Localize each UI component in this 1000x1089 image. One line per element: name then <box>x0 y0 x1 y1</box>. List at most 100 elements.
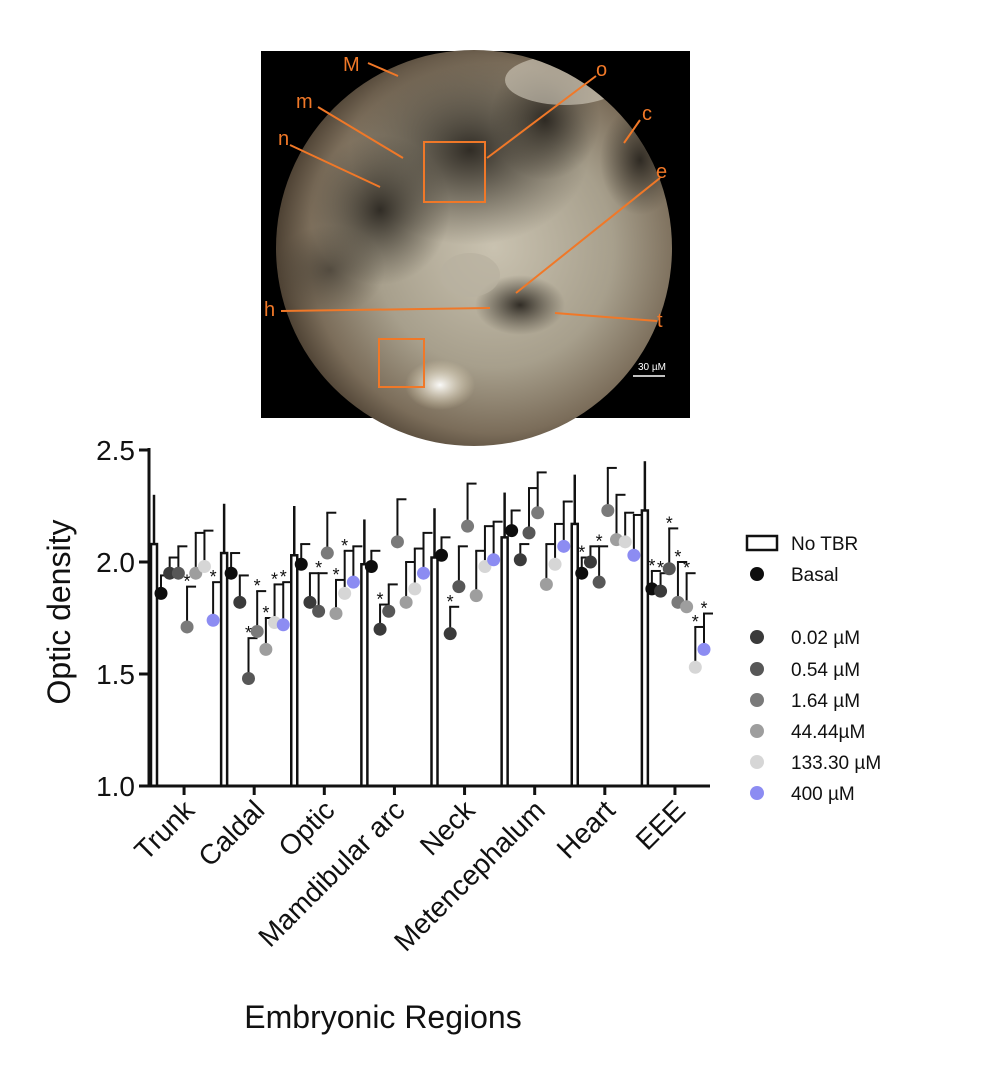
data-point <box>338 586 352 600</box>
data-point <box>662 562 676 576</box>
significance-marker: * <box>280 567 287 587</box>
x-tick-label: Trunk <box>129 794 202 867</box>
data-point <box>171 566 185 580</box>
data-point <box>364 559 378 573</box>
bar-no-tbr <box>149 542 159 788</box>
legend-label: Basal <box>791 565 839 586</box>
micrograph-label-c: c <box>642 103 652 125</box>
data-point <box>618 535 632 549</box>
data-point <box>575 566 589 580</box>
data-point <box>373 622 387 636</box>
data-point <box>312 604 326 618</box>
data-point <box>206 613 220 627</box>
bar-no-tbr <box>290 554 299 788</box>
significance-marker: * <box>596 531 603 551</box>
micrograph-label-h: h <box>264 299 275 321</box>
data-point <box>382 604 396 618</box>
legend: No TBR Basal 0.02 µM 0.54 µM 1.64 µM 44.44µM 1… <box>745 534 881 805</box>
significance-marker: * <box>254 576 261 596</box>
data-point <box>557 539 571 553</box>
data-point <box>688 660 702 674</box>
data-point <box>531 506 545 520</box>
data-point <box>522 526 536 540</box>
data-point <box>627 548 641 562</box>
bar-no-tbr <box>430 556 439 788</box>
plot-marks: * ***** * * *** **** ****** <box>149 461 713 788</box>
data-point <box>487 553 501 567</box>
significance-marker: * <box>184 572 191 592</box>
data-point <box>346 575 360 589</box>
data-point <box>592 575 606 589</box>
data-point <box>224 566 238 580</box>
data-point <box>294 557 308 571</box>
data-point <box>513 553 527 567</box>
data-point <box>390 535 404 549</box>
data-point <box>417 566 430 580</box>
significance-marker: * <box>245 623 252 643</box>
significance-marker: * <box>262 603 269 623</box>
x-tick-label: Caldal <box>192 794 270 872</box>
significance-marker: * <box>271 569 278 589</box>
x-tick-label: Heart <box>551 794 621 864</box>
significance-marker: * <box>578 543 585 563</box>
data-point <box>654 584 668 598</box>
micrograph-label-o: o <box>596 59 607 81</box>
significance-marker: * <box>377 590 384 610</box>
legend-label: 0.02 µM <box>791 628 860 649</box>
data-point <box>320 546 334 560</box>
y-axis-label: Optic density <box>41 520 77 705</box>
bar-no-tbr <box>570 522 579 788</box>
data-point <box>601 503 615 517</box>
legend-swatch-dot <box>750 630 764 644</box>
optic-density-chart: 1.01.52.02.5 * ***** * * *** **** ****** Trunk… <box>41 435 881 1035</box>
significance-marker: * <box>447 592 454 612</box>
region-box-optic <box>423 141 486 203</box>
significance-marker: * <box>692 612 699 632</box>
data-point <box>276 618 290 632</box>
micrograph-label-n: n <box>278 128 289 150</box>
data-point <box>443 627 457 641</box>
significance-marker: * <box>666 513 673 533</box>
data-point <box>303 595 317 609</box>
legend-swatch-dot <box>750 786 764 800</box>
data-point <box>154 586 168 600</box>
legend-swatch-dot <box>750 567 764 581</box>
bar-no-tbr <box>360 562 369 788</box>
data-point <box>408 582 422 596</box>
significance-marker: * <box>315 558 322 578</box>
data-point <box>505 524 519 538</box>
micrograph-label-m: m <box>296 91 313 113</box>
legend-swatch-dot <box>750 662 764 676</box>
scale-bar-label: 30 µM <box>638 362 666 373</box>
data-point <box>233 595 247 609</box>
data-point <box>435 548 448 562</box>
legend-label: 1.64 µM <box>791 691 860 712</box>
legend-swatch-dot <box>750 693 764 707</box>
legend-label: 44.44µM <box>791 722 865 743</box>
micrograph-label-e: e <box>656 161 667 183</box>
data-point <box>583 555 597 569</box>
data-point <box>548 557 562 571</box>
y-tick-label: 2.0 <box>96 547 135 578</box>
data-point <box>452 580 466 594</box>
significance-marker: * <box>674 547 681 567</box>
micrograph-label-M: M <box>343 54 360 76</box>
legend-label: 0.54 µM <box>791 660 860 681</box>
significance-marker: * <box>648 556 655 576</box>
micrograph-label-t: t <box>657 310 663 332</box>
bar-no-tbr <box>219 551 229 788</box>
data-point <box>180 620 194 634</box>
y-tick-label: 1.5 <box>96 659 135 690</box>
data-point <box>399 595 413 609</box>
data-point <box>250 624 264 638</box>
data-point <box>259 642 273 656</box>
data-point <box>539 577 553 591</box>
embryo-tissue <box>276 55 672 410</box>
y-tick-label: 2.5 <box>96 435 135 466</box>
significance-marker: * <box>332 565 339 585</box>
data-point <box>461 519 475 533</box>
data-point <box>697 642 711 656</box>
legend-swatch-dot <box>750 755 764 769</box>
